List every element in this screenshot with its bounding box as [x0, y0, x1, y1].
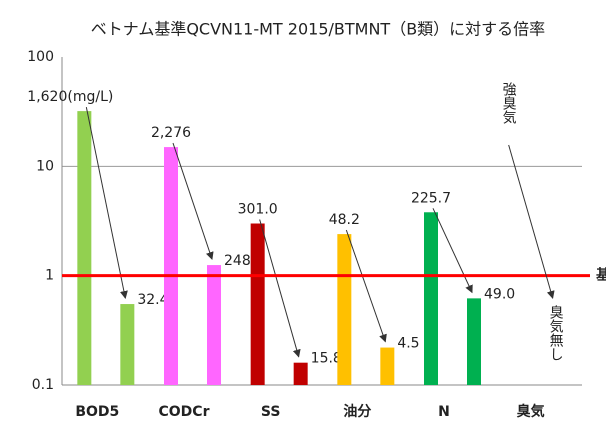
x-tick-label: CODCr: [159, 404, 210, 420]
y-tick-label: 1: [45, 268, 54, 284]
value-label: 48.2: [329, 212, 360, 228]
y-tick-label: 10: [36, 158, 54, 174]
x-tick-label: BOD5: [75, 404, 119, 420]
value-label: 301.0: [238, 202, 278, 218]
value-label: 32.4: [137, 292, 168, 308]
value-label: 4.5: [397, 336, 419, 352]
value-label: 49.0: [484, 286, 515, 302]
arrow: [260, 220, 299, 357]
bar: [467, 298, 481, 385]
x-tick-label: 臭気: [517, 403, 545, 420]
y-tick-label: 100: [27, 49, 54, 65]
bar: [424, 212, 438, 385]
x-tick-label: N: [438, 404, 450, 420]
x-tick-label: 油分: [343, 403, 371, 420]
chart: ベトナム基準QCVN11-MT 2015/BTMNT（B類）に対する倍率 0.1…: [0, 0, 606, 432]
bar: [251, 224, 265, 385]
arrow: [346, 230, 385, 341]
y-tick-label: 0.1: [32, 377, 54, 393]
value-label: 15.8: [311, 351, 342, 367]
x-tick-label: SS: [261, 404, 281, 420]
value-label: 1,620(mg/L): [27, 89, 113, 105]
annotation: 強臭気: [501, 82, 517, 125]
arrow: [173, 143, 212, 259]
value-label: 225.7: [411, 190, 451, 206]
annotation: 臭気無し: [548, 305, 564, 361]
bar: [120, 304, 134, 385]
bar: [337, 234, 351, 385]
arrow: [86, 107, 125, 298]
value-label: 2,276: [151, 125, 191, 141]
reference-label: 基: [596, 267, 606, 284]
bar: [164, 147, 178, 385]
chart-title: ベトナム基準QCVN11-MT 2015/BTMNT（B類）に対する倍率: [91, 20, 545, 39]
bar: [77, 111, 91, 385]
arrow: [433, 208, 472, 292]
bar: [207, 265, 221, 385]
bar: [380, 348, 394, 385]
bar: [294, 363, 308, 385]
